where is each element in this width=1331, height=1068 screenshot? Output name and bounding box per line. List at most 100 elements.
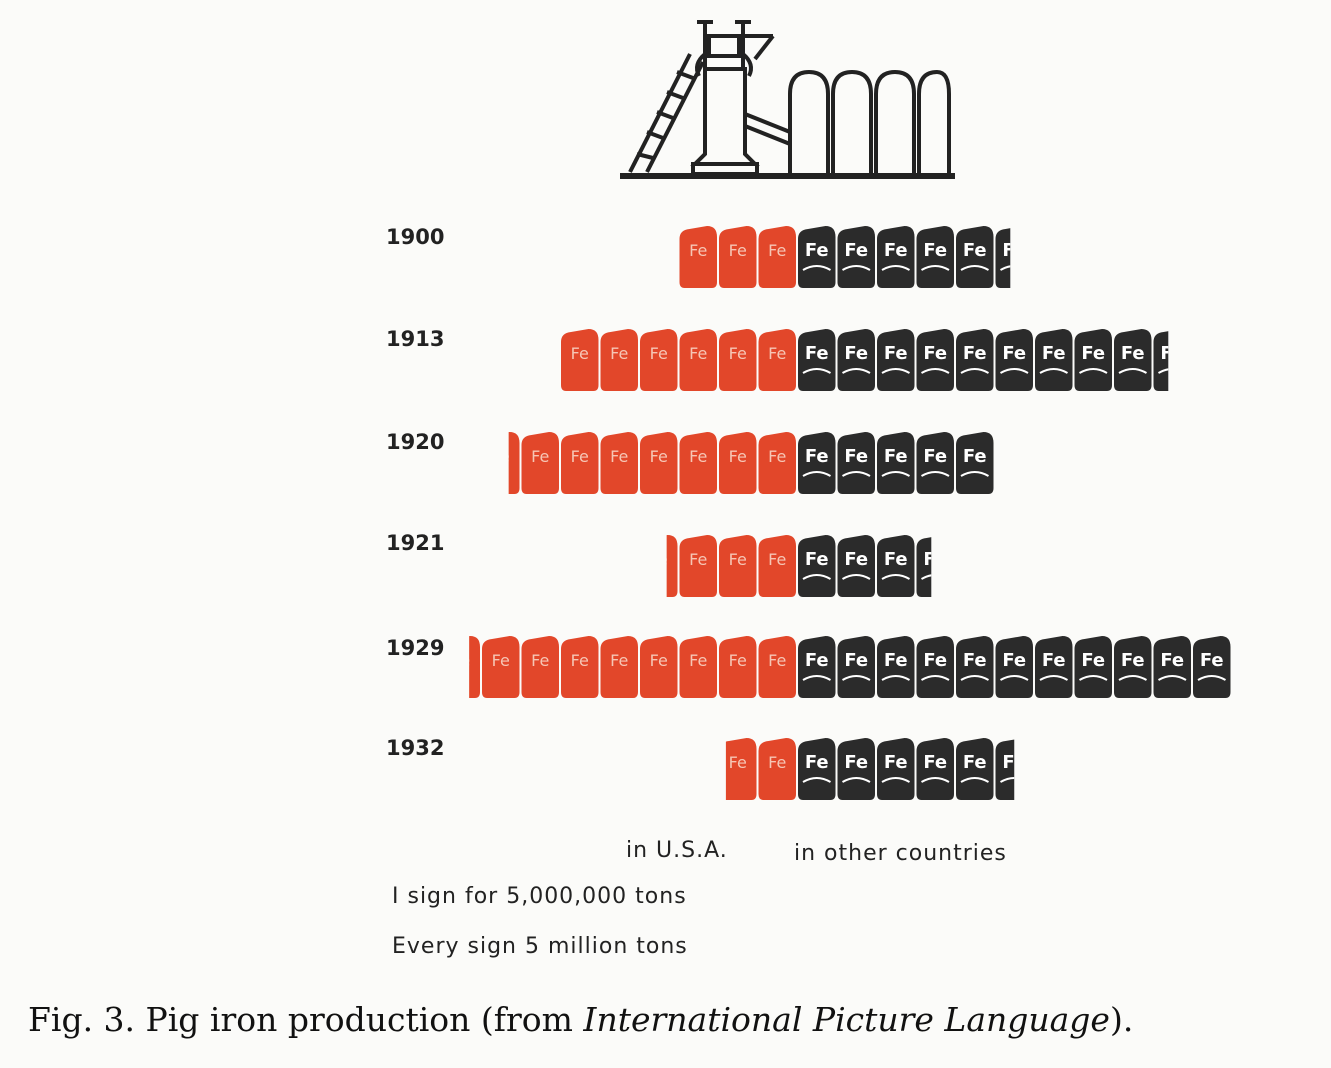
svg-text:Fe: Fe xyxy=(610,651,628,670)
svg-text:Fe: Fe xyxy=(729,344,747,363)
svg-text:Fe: Fe xyxy=(805,650,829,671)
usa-sign-1929-7: Fe xyxy=(482,636,520,698)
other-sign-1913-6: Fe xyxy=(1035,329,1073,391)
svg-text:Fe: Fe xyxy=(884,650,908,671)
svg-text:Fe: Fe xyxy=(1121,650,1145,671)
other-sign-1920-2: Fe xyxy=(877,432,915,494)
svg-text:Fe: Fe xyxy=(729,447,747,466)
scale-note-2: Every sign 5 million tons xyxy=(392,934,688,959)
other-sign-1932-4: Fe xyxy=(956,738,994,800)
svg-text:Fe: Fe xyxy=(844,240,868,261)
svg-text:Fe: Fe xyxy=(1002,650,1026,671)
other-sign-1929-9: Fe xyxy=(1153,636,1191,698)
svg-text:Fe: Fe xyxy=(963,752,987,773)
usa-sign-1929-5: Fe xyxy=(561,636,599,698)
svg-text:Fe: Fe xyxy=(1081,650,1105,671)
svg-text:Fe: Fe xyxy=(689,550,707,569)
other-sign-1913-9: Fe xyxy=(1153,331,1184,391)
other-sign-1932-5: Fe xyxy=(995,739,1015,800)
svg-text:Fe: Fe xyxy=(923,549,947,570)
svg-text:Fe: Fe xyxy=(805,752,829,773)
other-sign-1913-2: Fe xyxy=(877,329,915,391)
year-label-1900: 1900 xyxy=(386,225,444,249)
year-label-1913: 1913 xyxy=(386,327,444,351)
usa-sign-1929-1: Fe xyxy=(719,636,757,698)
usa-sign-1929-8: Fe xyxy=(452,636,480,698)
svg-text:Fe: Fe xyxy=(963,343,987,364)
svg-text:Fe: Fe xyxy=(884,446,908,467)
svg-text:Fe: Fe xyxy=(650,447,668,466)
usa-sign-1929-6: Fe xyxy=(521,636,559,698)
svg-text:Fe: Fe xyxy=(805,343,829,364)
svg-text:Fe: Fe xyxy=(963,446,987,467)
other-sign-1913-4: Fe xyxy=(956,329,994,391)
svg-text:Fe: Fe xyxy=(884,549,908,570)
svg-text:Fe: Fe xyxy=(923,446,947,467)
usa-sign-1920-3: Fe xyxy=(640,432,678,494)
other-sign-1913-0: Fe xyxy=(798,329,836,391)
svg-text:Fe: Fe xyxy=(610,344,628,363)
svg-text:Fe: Fe xyxy=(923,650,947,671)
other-sign-1900-3: Fe xyxy=(916,226,954,288)
other-sign-1900-4: Fe xyxy=(956,226,994,288)
svg-text:Fe: Fe xyxy=(768,447,786,466)
svg-text:Fe: Fe xyxy=(768,753,786,772)
svg-text:Fe: Fe xyxy=(844,752,868,773)
usa-sign-1900-1: Fe xyxy=(719,226,757,288)
svg-text:Fe: Fe xyxy=(452,651,470,670)
blast-furnace-icon xyxy=(620,20,955,179)
svg-text:Fe: Fe xyxy=(729,651,747,670)
svg-text:Fe: Fe xyxy=(689,651,707,670)
usa-sign-1913-2: Fe xyxy=(679,329,717,391)
other-sign-1932-3: Fe xyxy=(916,738,954,800)
other-sign-1913-8: Fe xyxy=(1114,329,1152,391)
usa-sign-1921-3: Fe xyxy=(666,535,678,597)
svg-text:Fe: Fe xyxy=(610,447,628,466)
usa-sign-1920-4: Fe xyxy=(600,432,638,494)
svg-text:Fe: Fe xyxy=(1121,343,1145,364)
usa-sign-1920-0: Fe xyxy=(758,432,796,494)
svg-text:Fe: Fe xyxy=(689,447,707,466)
svg-text:Fe: Fe xyxy=(884,343,908,364)
other-sign-1913-3: Fe xyxy=(916,329,954,391)
year-label-1932: 1932 xyxy=(386,736,444,760)
other-sign-1929-0: Fe xyxy=(798,636,836,698)
usa-sign-1920-7: Fe xyxy=(492,432,520,494)
scale-note-1: I sign for 5,000,000 tons xyxy=(392,884,687,909)
usa-sign-1913-1: Fe xyxy=(719,329,757,391)
svg-text:Fe: Fe xyxy=(1160,343,1184,364)
usa-sign-1929-2: Fe xyxy=(679,636,717,698)
svg-text:Fe: Fe xyxy=(805,240,829,261)
svg-text:Fe: Fe xyxy=(689,241,707,260)
other-sign-1920-4: Fe xyxy=(956,432,994,494)
svg-text:Fe: Fe xyxy=(844,343,868,364)
other-sign-1929-8: Fe xyxy=(1114,636,1152,698)
usa-sign-1921-2: Fe xyxy=(679,535,717,597)
usa-sign-1920-2: Fe xyxy=(679,432,717,494)
svg-text:Fe: Fe xyxy=(531,651,549,670)
other-sign-1929-3: Fe xyxy=(916,636,954,698)
other-sign-1913-1: Fe xyxy=(837,329,875,391)
svg-text:Fe: Fe xyxy=(768,241,786,260)
pictogram-chart: 1900 Fe Fe Fe Fe Fe Fe Fe Fe Fe 1913 Fe Fe Fe Fe Fe Fe Fe… xyxy=(386,225,1231,800)
usa-sign-1913-5: Fe xyxy=(561,329,599,391)
other-sign-1921-2: Fe xyxy=(877,535,915,597)
usa-sign-1900-2: Fe xyxy=(679,226,717,288)
svg-text:Fe: Fe xyxy=(650,344,668,363)
svg-text:Fe: Fe xyxy=(729,753,747,772)
other-sign-1920-0: Fe xyxy=(798,432,836,494)
svg-text:Fe: Fe xyxy=(571,651,589,670)
svg-text:Fe: Fe xyxy=(844,650,868,671)
svg-text:Fe: Fe xyxy=(492,447,510,466)
svg-text:Fe: Fe xyxy=(923,752,947,773)
other-sign-1921-0: Fe xyxy=(798,535,836,597)
year-label-1929: 1929 xyxy=(386,636,444,660)
svg-text:Fe: Fe xyxy=(729,241,747,260)
usa-sign-1921-0: Fe xyxy=(758,535,796,597)
other-sign-1929-6: Fe xyxy=(1035,636,1073,698)
usa-sign-1932-0: Fe xyxy=(758,738,796,800)
other-sign-1929-2: Fe xyxy=(877,636,915,698)
usa-sign-1921-1: Fe xyxy=(719,535,757,597)
other-sign-1932-2: Fe xyxy=(877,738,915,800)
year-label-1921: 1921 xyxy=(386,531,444,555)
